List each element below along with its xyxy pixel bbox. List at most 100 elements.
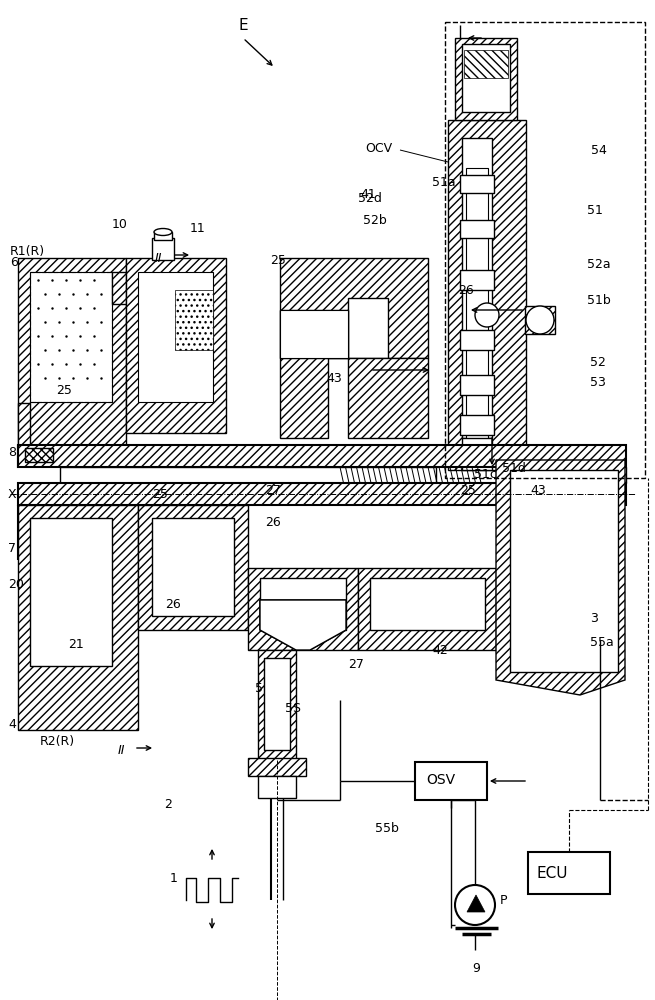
Bar [445,22,645,478]
Text: 53: 53 [590,375,606,388]
Bar [448,120,526,470]
Circle shape [526,306,554,334]
Text: 42: 42 [432,644,448,656]
Bar [280,310,348,358]
Text: ECU: ECU [536,865,568,880]
Bar [348,298,388,358]
Bar [126,258,226,433]
Text: 26: 26 [165,598,181,611]
Bar [462,438,492,470]
Text: 1: 1 [170,871,178,884]
Ellipse shape [154,229,172,235]
Text: 55b: 55b [375,822,399,834]
Circle shape [455,885,495,925]
Text: 5S: 5S [285,702,301,714]
Polygon shape [464,50,508,78]
Bar [248,758,306,776]
Text: 25: 25 [56,383,72,396]
Text: 26: 26 [458,284,474,296]
Polygon shape [260,600,346,650]
Bar [264,658,290,750]
Bar [280,358,328,438]
Text: 51d: 51d [502,462,526,475]
Bar [460,375,494,395]
Bar [18,483,626,505]
Bar [152,238,174,260]
Text: 26: 26 [265,516,281,528]
Text: 52d: 52d [358,192,382,205]
Text: II: II [118,744,126,756]
Text: 52a: 52a [587,258,610,271]
Bar [138,272,213,402]
Polygon shape [467,895,485,912]
Text: 8: 8 [8,446,16,458]
Text: 25: 25 [270,253,286,266]
Bar [30,272,112,402]
Text: 51c: 51c [474,468,497,482]
Bar [280,258,428,358]
Text: 27: 27 [348,658,364,672]
Bar [460,175,494,193]
Text: 5: 5 [255,682,263,694]
Text: E: E [238,17,248,32]
Bar [258,650,296,760]
Text: 20: 20 [8,578,24,591]
Text: 2: 2 [164,798,172,812]
Bar [175,290,213,350]
Circle shape [475,303,499,327]
Text: 51b: 51b [587,294,610,306]
Bar [60,467,436,483]
Text: 4: 4 [8,718,16,732]
Bar [18,403,30,463]
Bar [460,270,494,290]
Text: 25: 25 [152,488,168,500]
Text: 43: 43 [530,484,546,496]
Text: OCV: OCV [365,141,392,154]
Bar [25,448,53,462]
Text: OSV: OSV [426,773,456,787]
Bar [260,578,346,630]
Bar [455,38,517,120]
Bar [30,518,112,666]
Text: 52: 52 [590,356,606,368]
Text: 7: 7 [8,542,16,554]
Text: 55a: 55a [590,636,614,648]
Text: R2(R): R2(R) [40,736,75,748]
Polygon shape [510,470,618,672]
Text: 54: 54 [591,143,607,156]
Text: 9: 9 [472,962,480,974]
Text: 41: 41 [360,188,376,202]
Text: 11: 11 [190,222,206,234]
Bar [528,852,610,894]
Bar [460,220,494,238]
Bar [466,168,488,453]
Bar [370,578,485,630]
Bar [248,568,358,650]
Text: R1(R): R1(R) [10,245,45,258]
Bar [460,415,494,435]
Polygon shape [260,600,346,650]
Text: 27: 27 [265,484,281,496]
Bar [18,445,626,467]
Bar [280,310,348,358]
Text: 6: 6 [10,255,18,268]
Bar [154,232,172,240]
Text: X: X [8,488,16,500]
Text: 25: 25 [460,484,476,496]
Bar [498,467,626,483]
Bar [138,505,248,630]
Bar [25,545,53,559]
Bar [258,776,296,798]
Text: 21: 21 [68,639,84,652]
Polygon shape [496,460,625,695]
Text: 51: 51 [587,204,603,217]
Bar [525,306,555,334]
Text: P: P [500,894,508,906]
Bar [152,518,234,616]
Text: II: II [155,251,162,264]
Bar [30,272,112,402]
Bar [18,258,126,463]
Bar [460,330,494,350]
Bar [415,762,487,800]
Bar [462,44,510,112]
